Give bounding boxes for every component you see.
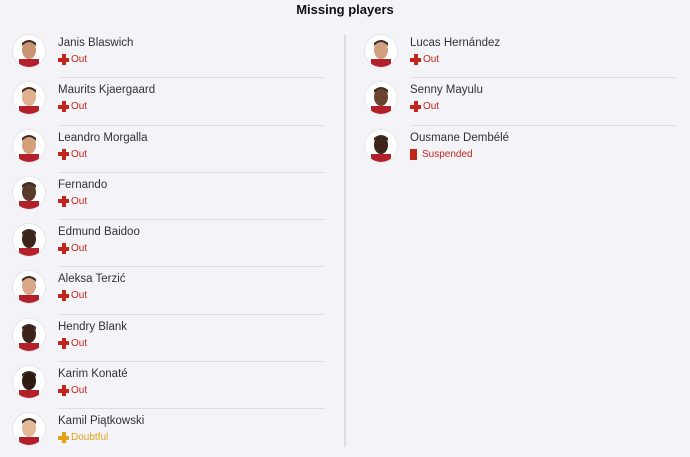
player-row[interactable]: Fernando Out (12, 173, 325, 221)
status-label: Out (71, 243, 88, 255)
player-status: Out (410, 101, 440, 113)
player-name: Fernando (58, 178, 108, 191)
row-divider (58, 408, 325, 410)
player-status: Out (58, 148, 88, 160)
injury-cross-icon (58, 290, 69, 302)
player-status: Suspended (410, 148, 473, 160)
player-avatar (13, 224, 45, 257)
red-card-icon (410, 148, 417, 160)
player-avatar (13, 271, 45, 304)
player-avatar (13, 176, 45, 209)
player-row[interactable]: Aleksa Terzić Out (12, 267, 325, 315)
player-status: Out (410, 54, 439, 65)
injury-cross-icon (58, 148, 69, 160)
row-divider (58, 171, 325, 173)
injury-cross-icon (58, 432, 69, 444)
page-title: Missing players (296, 2, 394, 17)
status-label: Out (71, 101, 88, 113)
player-name: Edmund Baidoo (58, 226, 140, 239)
column-divider (344, 35, 346, 447)
row-divider (58, 124, 325, 126)
injury-cross-icon (58, 385, 69, 397)
player-row[interactable]: Hendry Blank Out (12, 315, 325, 363)
status-label: Out (71, 54, 88, 65)
row-divider (58, 219, 325, 221)
player-status: Out (58, 337, 88, 349)
player-name: Aleksa Terzić (58, 273, 126, 286)
player-status: Out (58, 385, 88, 397)
player-status: Out (58, 195, 88, 207)
player-avatar (365, 82, 397, 115)
injury-cross-icon (58, 337, 69, 349)
player-avatar (13, 35, 45, 67)
player-row[interactable]: Leandro Morgalla Out (12, 126, 325, 173)
player-status: Out (58, 243, 88, 255)
player-row[interactable]: Maurits Kjaergaard Out (12, 78, 325, 126)
player-avatar (13, 129, 45, 162)
player-name: Kamil Piątkowski (58, 415, 145, 428)
player-avatar (365, 35, 397, 67)
status-label: Out (71, 148, 88, 160)
injury-cross-icon (58, 243, 69, 255)
player-name: Karim Konaté (58, 368, 128, 381)
row-divider (410, 124, 676, 126)
injury-cross-icon (58, 54, 69, 65)
player-row[interactable]: Kamil Piątkowski Doubtful (12, 409, 325, 456)
status-label: Doubtful (71, 432, 109, 444)
left-player-list: Janis Blaswich Out Maurits Kjaergaard Ou… (12, 31, 325, 457)
player-status: Out (58, 290, 88, 302)
player-avatar (365, 129, 397, 162)
row-divider (58, 77, 325, 79)
player-avatar (13, 318, 45, 351)
status-label: Out (71, 290, 88, 302)
injury-cross-icon (58, 101, 69, 113)
player-status: Doubtful (58, 432, 109, 444)
status-label: Out (71, 337, 88, 349)
player-name: Janis Blaswich (58, 37, 134, 49)
player-row[interactable]: Ousmane Dembélé Suspended (364, 126, 676, 173)
player-row[interactable]: Senny Mayulu Out (364, 78, 676, 126)
player-name: Leandro Morgalla (58, 131, 148, 144)
player-row[interactable]: Edmund Baidoo Out (12, 220, 325, 268)
row-divider (58, 361, 325, 363)
player-name: Ousmane Dembélé (410, 131, 510, 144)
status-label: Suspended (422, 148, 473, 160)
player-row[interactable]: Janis Blaswich Out (12, 31, 325, 79)
player-row[interactable]: Karim Konaté Out (12, 362, 325, 410)
player-row[interactable]: Lucas Hernández Out (364, 31, 676, 79)
player-name: Hendry Blank (58, 320, 128, 333)
status-label: Out (71, 195, 88, 207)
row-divider (58, 266, 325, 268)
player-name: Senny Mayulu (410, 84, 483, 97)
player-status: Out (58, 54, 87, 65)
injury-cross-icon (410, 101, 421, 113)
status-label: Out (423, 54, 440, 65)
right-player-list: Lucas Hernández Out Senny Mayulu Out Ous… (364, 31, 676, 173)
player-name: Lucas Hernández (410, 37, 501, 49)
player-avatar (13, 82, 45, 115)
player-avatar (13, 413, 45, 446)
row-divider (410, 77, 676, 79)
player-avatar (13, 366, 45, 399)
row-divider (58, 313, 325, 315)
status-label: Out (71, 385, 88, 397)
status-label: Out (423, 101, 440, 113)
player-status: Out (58, 101, 88, 113)
injury-cross-icon (410, 54, 421, 65)
injury-cross-icon (58, 195, 69, 207)
player-name: Maurits Kjaergaard (58, 84, 156, 97)
